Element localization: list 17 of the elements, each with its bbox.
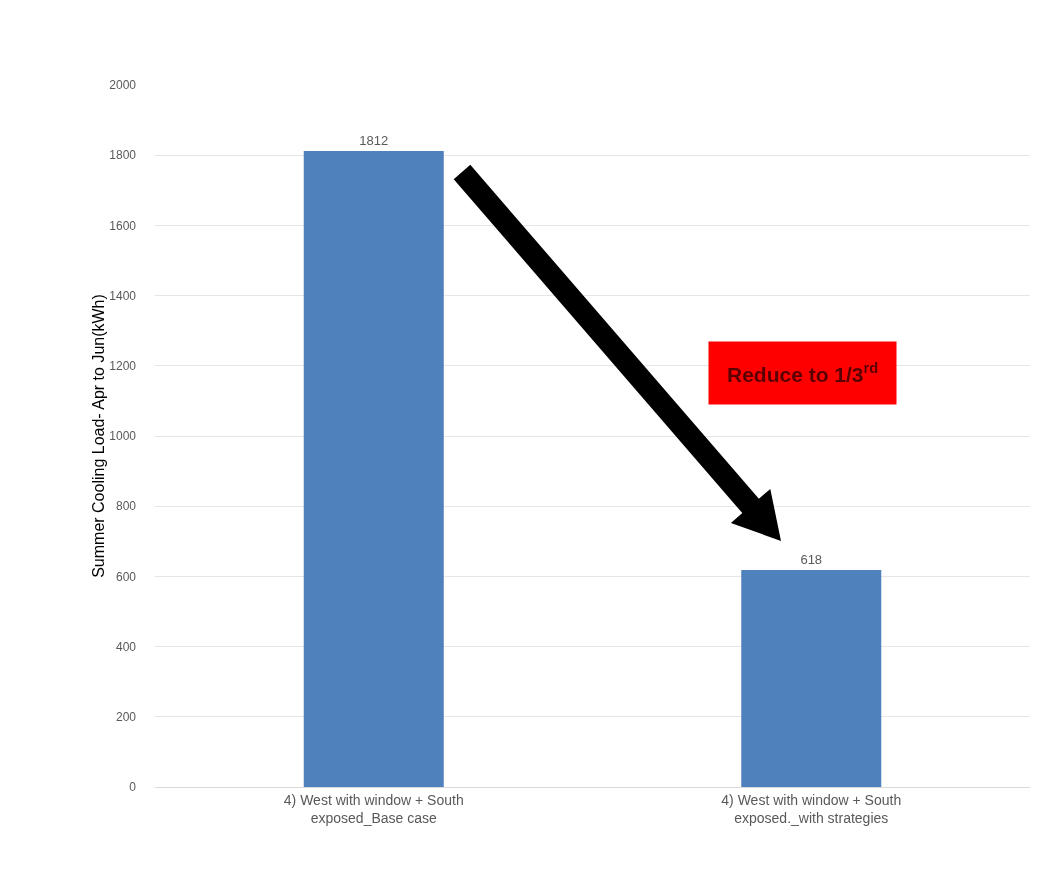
y-tick-label: 0 <box>129 780 137 795</box>
data-label: 1812 <box>359 132 389 148</box>
y-tick-label: 1800 <box>109 148 137 163</box>
x-tick-label: 4) West with window + South exposed._with strategies <box>721 791 902 826</box>
data-label: 618 <box>800 552 823 568</box>
x-tick-label: 4) West with window + South exposed_Base case <box>283 791 464 826</box>
y-tick-label: 800 <box>115 499 137 514</box>
y-tick-label: 1600 <box>109 218 137 233</box>
y-tick-label: 2000 <box>109 78 137 93</box>
y-tick-label: 1400 <box>109 288 137 303</box>
y-tick-label: 200 <box>115 710 137 724</box>
y-tick-label: 1000 <box>109 429 137 444</box>
annotation: Reduce to 1/3$^{rd}$ <box>727 360 879 386</box>
y-axis-title: Summer Cooling Load- Apr to Jun(kWh) <box>90 294 108 578</box>
y-tick-label: 400 <box>115 639 137 654</box>
y-tick-label: 600 <box>115 569 137 584</box>
y-tick-label: 1200 <box>109 359 137 373</box>
